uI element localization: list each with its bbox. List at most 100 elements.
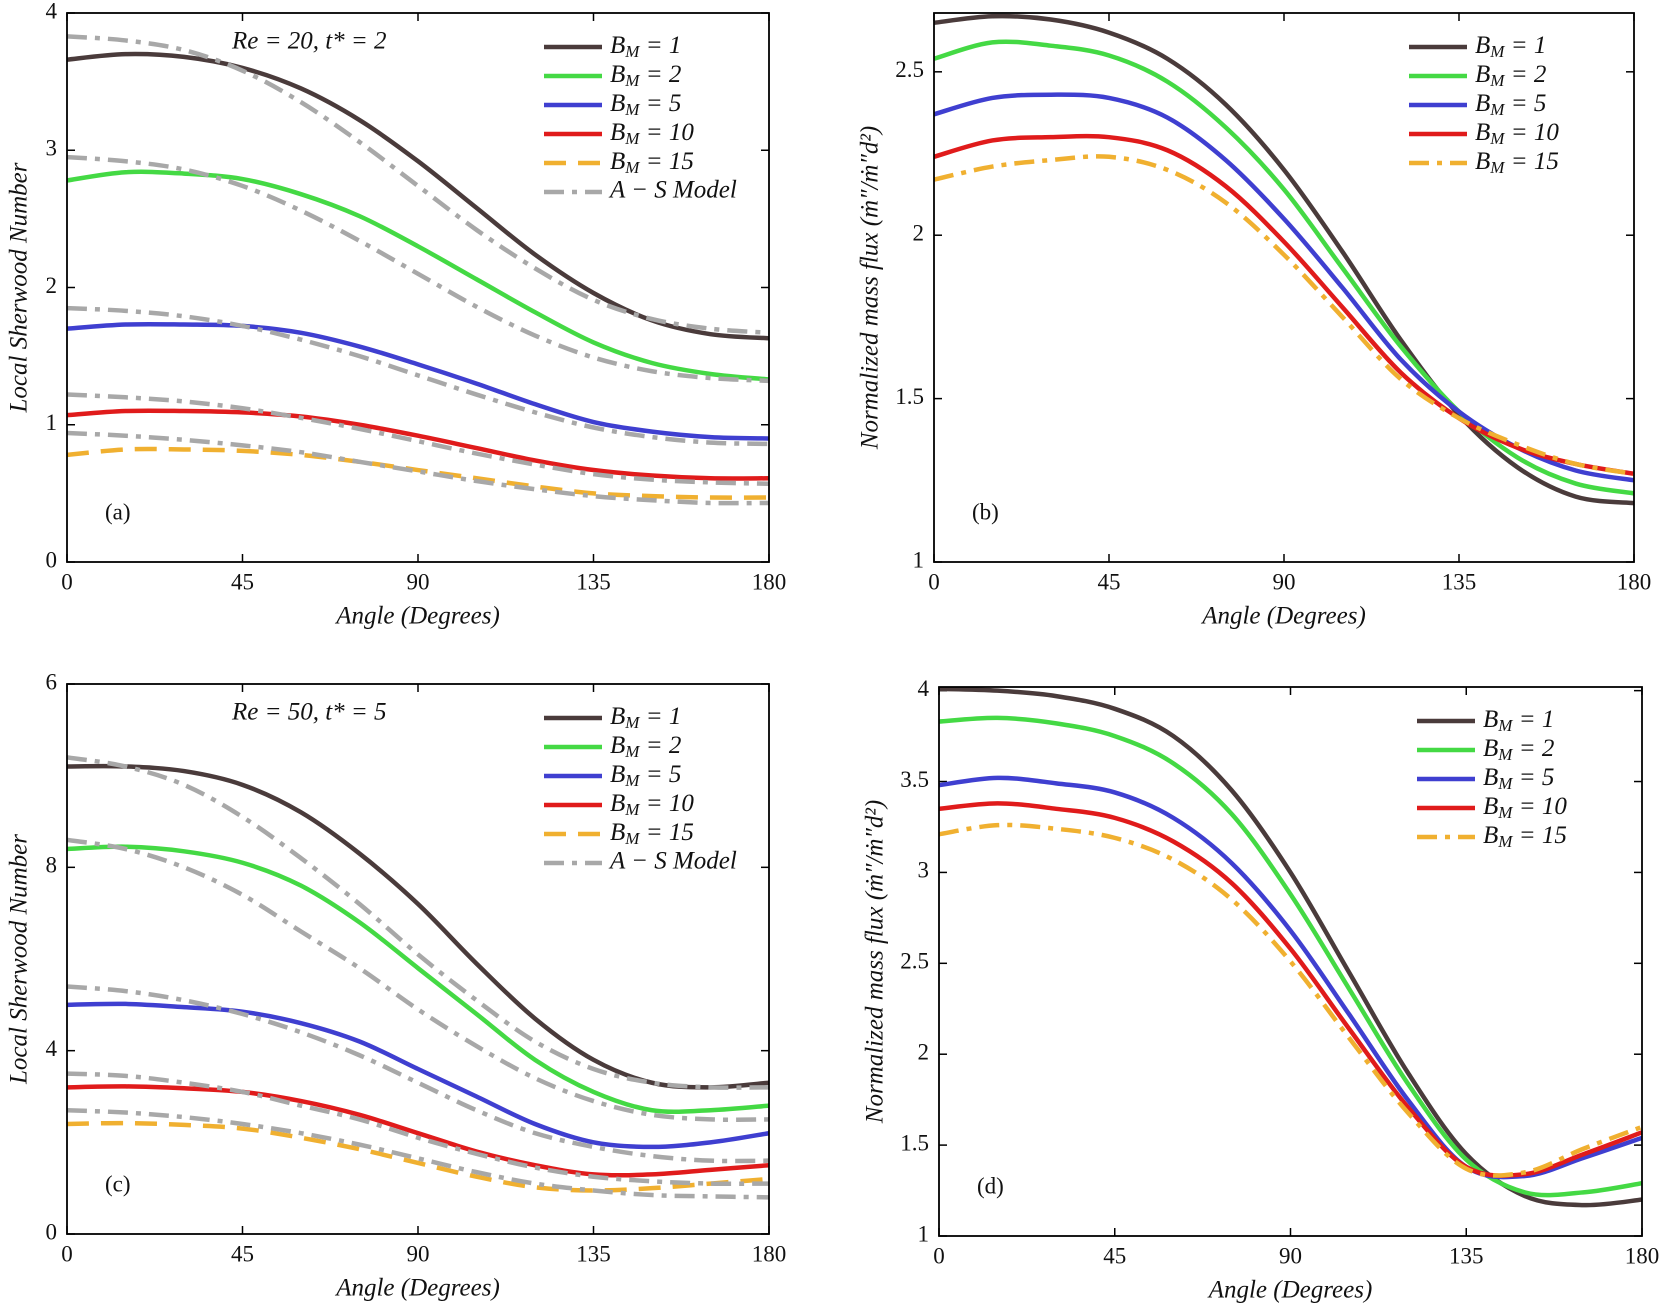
series-line xyxy=(67,1001,769,1150)
plot-area xyxy=(67,684,769,1234)
legend-label: BM = 1 xyxy=(610,32,681,61)
legend-label: BM = 1 xyxy=(1483,706,1554,735)
legend-label: BM = 10 xyxy=(610,119,694,148)
series-line xyxy=(67,755,769,1090)
x-tick-label: 0 xyxy=(61,569,73,594)
axes-frame xyxy=(938,686,1643,1237)
y-tick-label: 0 xyxy=(46,547,58,572)
axes-frame xyxy=(933,12,1635,563)
series-line xyxy=(67,321,769,441)
legend-label: BM = 10 xyxy=(610,790,694,819)
series-line xyxy=(939,822,1642,1178)
legend-label: BM = 2 xyxy=(610,732,681,761)
y-tick-label: 1 xyxy=(913,547,925,572)
y-tick-label: 1 xyxy=(918,1221,930,1246)
x-tick-label: 180 xyxy=(752,1241,787,1266)
x-axis-label: Angle (Degrees) xyxy=(1207,1277,1373,1304)
series-line xyxy=(934,13,1634,506)
y-tick-label: 3 xyxy=(46,136,58,161)
x-tick-label: 135 xyxy=(576,1241,611,1266)
series-line xyxy=(67,1120,769,1193)
legend-label: BM = 15 xyxy=(1483,822,1567,851)
panel-label: (c) xyxy=(105,1171,131,1196)
series-line xyxy=(67,169,769,382)
legend-label: BM = 2 xyxy=(610,61,681,90)
series-line xyxy=(67,305,769,447)
legend-label: BM = 10 xyxy=(1475,119,1559,148)
series-line xyxy=(67,763,769,1090)
legend-label: BM = 5 xyxy=(610,761,681,790)
x-tick-label: 90 xyxy=(407,1241,430,1266)
y-tick-label: 3 xyxy=(918,858,930,883)
panel-label: (d) xyxy=(977,1173,1004,1198)
series-line xyxy=(67,1108,769,1200)
y-tick-label: 2.5 xyxy=(895,57,924,82)
series-line xyxy=(67,408,769,481)
y-tick-label: 1 xyxy=(46,410,58,435)
x-tick-label: 0 xyxy=(61,1241,73,1266)
legend-label: BM = 15 xyxy=(610,819,694,848)
x-tick-label: 0 xyxy=(928,569,940,594)
x-axis-label: Angle (Degrees) xyxy=(334,603,500,630)
x-tick-label: 135 xyxy=(1449,1243,1484,1268)
legend-label: BM = 2 xyxy=(1483,735,1554,764)
x-tick-label: 90 xyxy=(1273,569,1296,594)
y-tick-label: 3.5 xyxy=(900,767,929,792)
y-tick-label: 2.5 xyxy=(900,949,929,974)
legend-label: A − S Model xyxy=(608,177,737,204)
y-tick-label: 4 xyxy=(46,0,58,23)
legend-label: BM = 10 xyxy=(1483,793,1567,822)
plot-area xyxy=(939,687,1642,1236)
legend-label: BM = 1 xyxy=(610,703,681,732)
x-tick-label: 90 xyxy=(407,569,430,594)
y-axis-label: Local Sherwood Number xyxy=(6,162,33,413)
series-line xyxy=(934,39,1634,496)
x-axis-label: Angle (Degrees) xyxy=(1200,603,1366,630)
legend-label: BM = 5 xyxy=(1483,764,1554,793)
y-axis-label: Local Sherwood Number xyxy=(6,834,33,1085)
axes-frame xyxy=(66,683,770,1235)
legend-label: BM = 15 xyxy=(1475,148,1559,177)
legend-label: A − S Model xyxy=(608,848,737,875)
x-axis-label: Angle (Degrees) xyxy=(334,1275,500,1302)
x-tick-label: 45 xyxy=(1103,1243,1126,1268)
panel-label: (a) xyxy=(105,499,131,524)
series-line xyxy=(67,446,769,500)
series-line xyxy=(67,392,769,487)
series-line xyxy=(939,715,1642,1198)
legend-label: BM = 15 xyxy=(610,148,694,177)
legend-label: BM = 5 xyxy=(1475,90,1546,119)
plot-area xyxy=(934,13,1634,562)
x-tick-label: 180 xyxy=(1625,1243,1660,1268)
series-line xyxy=(67,1071,769,1187)
x-tick-label: 90 xyxy=(1279,1243,1302,1268)
axes-frame xyxy=(66,12,770,563)
y-tick-label: 8 xyxy=(46,853,58,878)
x-tick-label: 45 xyxy=(231,1241,254,1266)
x-tick-label: 180 xyxy=(752,569,787,594)
y-tick-label: 6 xyxy=(46,669,58,694)
y-axis-label: Normalized mass flux (ṁ″/ṁ″d²) xyxy=(862,800,889,1124)
y-tick-label: 1.5 xyxy=(895,384,924,409)
series-line xyxy=(939,801,1642,1179)
annotation: Re = 50, t* = 5 xyxy=(231,699,387,726)
legend-label: BM = 2 xyxy=(1475,61,1546,90)
legend-label: BM = 5 xyxy=(610,90,681,119)
series-line xyxy=(67,844,769,1115)
x-tick-label: 0 xyxy=(933,1243,945,1268)
y-tick-label: 2 xyxy=(918,1039,930,1064)
y-tick-label: 0 xyxy=(46,1219,58,1244)
x-tick-label: 180 xyxy=(1617,569,1652,594)
x-tick-label: 135 xyxy=(1442,569,1477,594)
x-tick-label: 45 xyxy=(1098,569,1121,594)
annotation: Re = 20, t* = 2 xyxy=(231,28,387,55)
y-tick-label: 1.5 xyxy=(900,1130,929,1155)
panel-label: (b) xyxy=(972,499,999,524)
y-tick-label: 2 xyxy=(913,220,925,245)
x-tick-label: 45 xyxy=(231,569,254,594)
x-tick-label: 135 xyxy=(576,569,611,594)
